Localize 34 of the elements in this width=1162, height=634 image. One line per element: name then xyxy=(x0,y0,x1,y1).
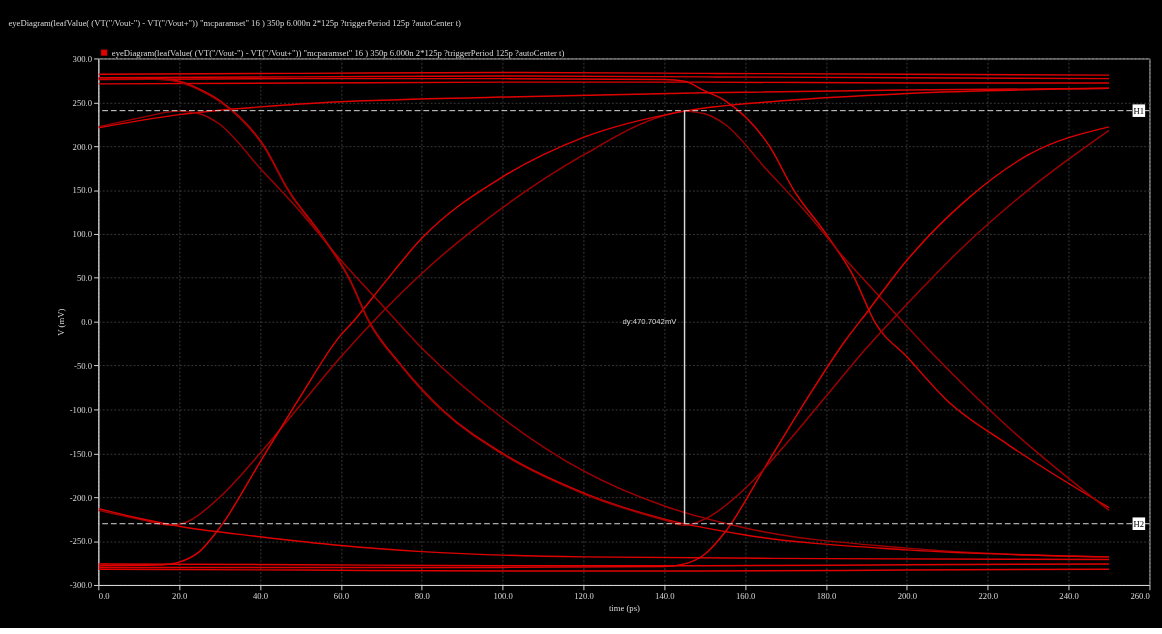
y-tick-label: -250.0 xyxy=(69,536,93,547)
x-tick-label: 80.0 xyxy=(414,590,430,601)
x-tick-label: 120.0 xyxy=(574,590,594,601)
y-tick-label: 100.0 xyxy=(72,229,93,240)
chart-title: eyeDiagram(leafValue( (VT("/Vout-") - VT("/Vout+")) "mcparamset" 16 ) 350p 6.000n 2*125p ?triggerPeriod 125p ?autoCenter t) xyxy=(8,17,462,28)
x-tick-label: 200.0 xyxy=(897,590,918,601)
x-tick-label: 20.0 xyxy=(172,590,188,601)
y-tick-label: -100.0 xyxy=(69,404,93,415)
y-tick-label: 0.0 xyxy=(81,317,93,328)
ref-line-label: H2 xyxy=(1133,518,1145,529)
y-tick-label: -300.0 xyxy=(69,580,93,591)
x-tick-label: 140.0 xyxy=(655,590,675,601)
x-tick-label: 100.0 xyxy=(493,590,513,601)
x-tick-label: 60.0 xyxy=(333,590,349,601)
x-tick-label: 220.0 xyxy=(978,590,998,601)
x-axis-title: time (ps) xyxy=(608,603,641,614)
y-axis-title: V (mV) xyxy=(55,308,66,336)
ref-line-label: H1 xyxy=(1133,105,1145,116)
x-tick-label: 40.0 xyxy=(252,590,269,601)
y-tick-label: -50.0 xyxy=(74,360,93,371)
legend-label: eyeDiagram(leafValue( (VT("/Vout-") - VT("/Vout+")) "mcparamset" 16 ) 350p 6.000n 2*125p ?triggerPeriod 125p ?autoCenter t) xyxy=(111,47,565,58)
y-tick-label: 300.0 xyxy=(72,53,93,64)
y-tick-label: 50.0 xyxy=(76,273,93,284)
y-tick-label: -200.0 xyxy=(69,492,93,503)
y-tick-label: 200.0 xyxy=(72,141,93,152)
y-tick-label: 250.0 xyxy=(72,97,93,108)
annotation: dy:470.7042mV xyxy=(622,316,678,326)
y-tick-label: 150.0 xyxy=(72,185,93,196)
x-tick-label: 180.0 xyxy=(816,590,837,601)
x-tick-label: 0.0 xyxy=(98,590,110,601)
x-tick-label: 260.0 xyxy=(1130,590,1150,601)
x-tick-label: 240.0 xyxy=(1059,590,1079,601)
y-tick-label: -150.0 xyxy=(69,448,93,459)
x-tick-label: 160.0 xyxy=(735,590,756,601)
